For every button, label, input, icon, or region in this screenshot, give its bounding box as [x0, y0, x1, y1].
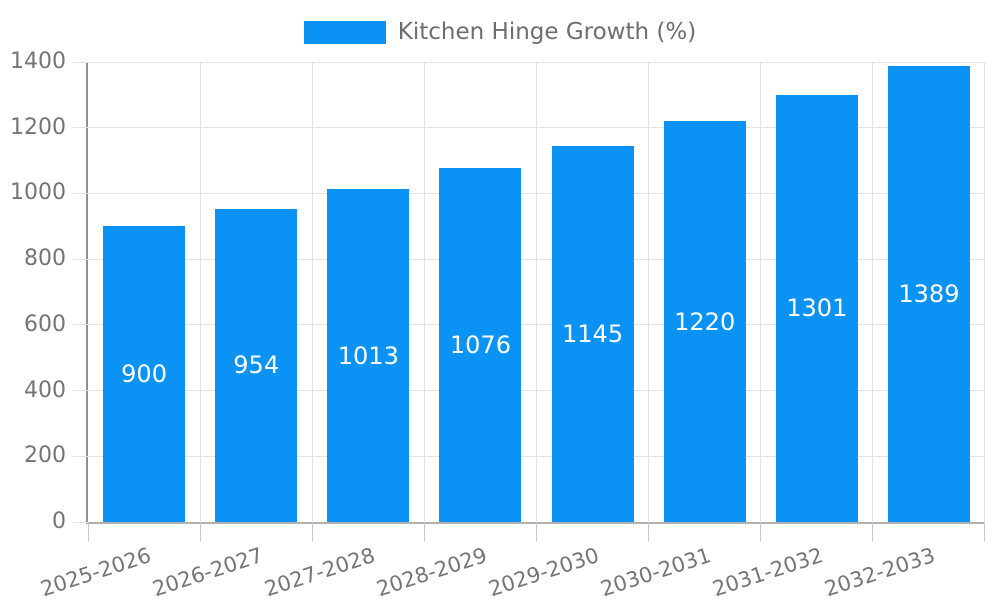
- x-axis-label: 2026-2027: [149, 543, 266, 600]
- x-axis-tick: [760, 522, 762, 542]
- gridline-vertical: [872, 62, 874, 522]
- bar: 1220: [663, 121, 746, 522]
- x-axis-tick: [536, 522, 537, 542]
- bar-value-label: 1013: [337, 341, 399, 370]
- y-axis-tick: [73, 127, 88, 129]
- bar-value-label: 1076: [449, 331, 511, 360]
- y-axis-tick: [73, 192, 88, 194]
- legend: Kitchen Hinge Growth (%): [0, 20, 1000, 44]
- x-axis-tick: [199, 522, 201, 542]
- y-axis-tick-label: 400: [24, 377, 66, 403]
- bar-value-label: 1389: [898, 279, 960, 308]
- bar: 1389: [887, 65, 970, 522]
- bar: 1145: [551, 145, 634, 522]
- y-axis-tick-label: 600: [24, 311, 66, 337]
- x-axis-tick: [423, 522, 425, 542]
- y-axis-tick-label: 1000: [10, 180, 66, 206]
- y-axis-line: [86, 62, 88, 522]
- y-axis-tick: [73, 390, 88, 392]
- y-axis-tick-label: 1400: [10, 49, 66, 74]
- bar-value-label: 1145: [562, 319, 624, 348]
- bar-value-label: 1220: [674, 307, 736, 336]
- y-axis-tick: [73, 455, 88, 457]
- x-axis-label: 2028-2029: [373, 543, 490, 600]
- gridline-vertical: [984, 62, 985, 522]
- y-axis-tick-label: 0: [52, 509, 66, 534]
- gridline-vertical: [536, 62, 537, 522]
- x-axis-label: 2032-2033: [822, 543, 939, 600]
- y-axis-tick: [73, 258, 88, 260]
- gridline-vertical: [648, 62, 650, 522]
- y-axis-tick: [73, 521, 88, 523]
- x-axis-tick: [311, 522, 313, 542]
- y-axis-tick-label: 800: [24, 246, 66, 272]
- legend-label: Kitchen Hinge Growth (%): [397, 19, 697, 45]
- x-axis-label: 2025-2026: [37, 543, 154, 600]
- y-axis-tick: [73, 62, 88, 63]
- bar-value-label: 954: [233, 351, 280, 380]
- y-axis-tick: [73, 324, 88, 326]
- bar-value-label: 900: [121, 360, 167, 389]
- gridline-vertical: [311, 62, 313, 522]
- bar: 900: [103, 226, 186, 522]
- x-axis-tick: [984, 522, 985, 542]
- x-axis-line: [86, 522, 985, 524]
- x-axis-tick: [872, 522, 874, 542]
- x-axis-tick: [88, 522, 89, 542]
- y-axis-tick-label: 1200: [10, 114, 66, 140]
- bar: 1076: [439, 168, 522, 522]
- bar-value-label: 1301: [786, 294, 848, 323]
- bar: 954: [215, 208, 298, 522]
- gridline-vertical: [760, 62, 762, 522]
- bar: 1013: [327, 189, 410, 522]
- x-axis-label: 2031-2032: [709, 543, 827, 600]
- x-axis-tick: [648, 522, 650, 542]
- x-axis-label: 2027-2028: [261, 543, 378, 600]
- x-axis-label: 2030-2031: [597, 543, 715, 600]
- legend-swatch: [303, 20, 386, 44]
- plot-area: 0 200 400 600 800 1000 1200 1400 900 954 1013 1076 1…: [10, 50, 985, 542]
- gridline-vertical: [423, 62, 425, 522]
- x-axis-label: 2029-2030: [485, 543, 602, 600]
- x-axis-labels: 2025-2026 2026-2027 2027-2028 2028-2029 2029…: [37, 522, 985, 600]
- y-axis-tick-label: 200: [24, 443, 66, 469]
- bar: 1301: [775, 94, 858, 522]
- gridline-vertical: [199, 62, 201, 522]
